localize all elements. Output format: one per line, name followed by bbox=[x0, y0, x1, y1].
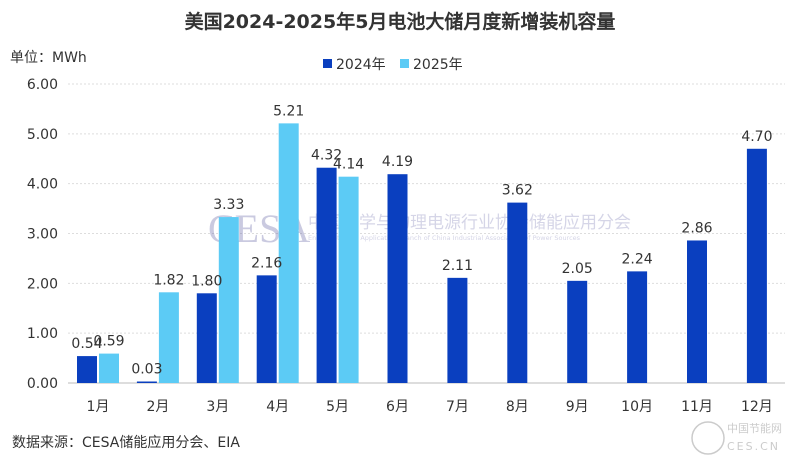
y-tick-label: 4.00 bbox=[27, 177, 58, 193]
data-label: 2.24 bbox=[622, 251, 653, 267]
legend-label: 2025年 bbox=[413, 57, 463, 73]
x-tick-labels: 1月 2月 3月 4月 5月 6月 7月 8月 9月 10月 11月 12月 bbox=[87, 399, 773, 415]
y-axis-unit: 单位：MWh bbox=[10, 50, 87, 66]
x-tick-label: 12月 bbox=[741, 399, 773, 415]
data-label: 1.80 bbox=[191, 273, 222, 289]
x-tick-label: 6月 bbox=[386, 399, 409, 415]
y-tick-label: 2.00 bbox=[27, 276, 58, 292]
bar-2024年-4月 bbox=[256, 275, 277, 383]
bar-2025年-5月 bbox=[338, 176, 359, 383]
data-label: 4.14 bbox=[333, 157, 364, 173]
x-tick-label: 8月 bbox=[506, 399, 529, 415]
corner-logo-en: CES.CN bbox=[727, 440, 780, 453]
data-label: 3.62 bbox=[502, 183, 533, 199]
bar-2025年-2月 bbox=[158, 292, 179, 383]
watermark-en: Energy Storage Application Branch of Chi… bbox=[308, 234, 581, 242]
legend-swatch bbox=[323, 59, 332, 68]
x-tick-label: 7月 bbox=[446, 399, 469, 415]
data-label: 0.03 bbox=[131, 362, 162, 378]
data-label: 0.59 bbox=[93, 334, 124, 350]
bar-2025年-1月 bbox=[99, 353, 119, 383]
data-labels: 0.540.59 0.03 1.82 1.80 3.33 2.16 5.21 4.324.14… bbox=[71, 103, 772, 377]
data-label: 1.82 bbox=[153, 272, 184, 288]
legend: 2024年 2025年 bbox=[323, 57, 463, 73]
data-label: 2.05 bbox=[562, 261, 593, 277]
data-label: 5.21 bbox=[273, 103, 304, 119]
y-tick-label: 5.00 bbox=[27, 127, 58, 143]
legend-label: 2024年 bbox=[336, 57, 386, 73]
data-label: 4.19 bbox=[382, 154, 413, 170]
x-tick-label: 4月 bbox=[266, 399, 289, 415]
chart-title: 美国2024-2025年5月电池大储月度新增装机容量 bbox=[185, 10, 616, 33]
data-label: 3.33 bbox=[213, 197, 244, 213]
gridlines bbox=[68, 83, 785, 384]
x-tick-label: 1月 bbox=[87, 399, 110, 415]
bar-2024年-6月 bbox=[387, 174, 408, 383]
bar-2024年-3月 bbox=[196, 293, 217, 383]
data-label: 2.11 bbox=[442, 258, 473, 274]
x-tick-label: 3月 bbox=[206, 399, 229, 415]
bar-2024年-11月 bbox=[687, 240, 707, 383]
bar-2024年-2月 bbox=[136, 381, 157, 383]
data-label: 4.32 bbox=[311, 148, 342, 164]
source-note: 数据来源：CESA储能应用分会、EIA bbox=[12, 434, 240, 451]
bar-2024年-1月 bbox=[77, 356, 97, 383]
bar-2024年-9月 bbox=[567, 280, 588, 383]
x-tick-label: 2月 bbox=[146, 399, 169, 415]
bar-2024年-5月 bbox=[316, 167, 337, 383]
y-tick-label: 1.00 bbox=[27, 326, 58, 342]
y-tick-labels: 0.00 1.00 2.00 3.00 4.00 5.00 6.00 bbox=[27, 77, 58, 392]
watermark: CESA 中国化学与物理电源行业协会储能应用分会 Energy Storage … bbox=[208, 206, 631, 251]
data-label: 0.54 bbox=[71, 336, 102, 352]
data-label: 2.16 bbox=[251, 255, 282, 271]
data-label: 4.70 bbox=[741, 129, 772, 145]
corner-logo: 中国节能网 CES.CN bbox=[691, 421, 782, 455]
bar-2024年-8月 bbox=[507, 202, 528, 383]
bar-2024年-12月 bbox=[746, 148, 767, 383]
bars bbox=[77, 123, 767, 383]
data-label: 2.86 bbox=[681, 220, 712, 236]
x-tick-label: 9月 bbox=[566, 399, 589, 415]
corner-logo-cn: 中国节能网 bbox=[727, 421, 782, 435]
bar-2024年-10月 bbox=[627, 271, 648, 383]
x-tick-label: 11月 bbox=[681, 399, 713, 415]
legend-swatch bbox=[400, 59, 409, 68]
y-tick-label: 6.00 bbox=[27, 77, 58, 93]
y-tick-label: 3.00 bbox=[27, 227, 58, 243]
bar-2025年-4月 bbox=[278, 123, 299, 383]
x-tick-label: 5月 bbox=[326, 399, 349, 415]
y-tick-label: 0.00 bbox=[27, 376, 58, 392]
bar-2024年-7月 bbox=[447, 277, 468, 383]
x-tick-label: 10月 bbox=[621, 399, 653, 415]
bar-2025年-3月 bbox=[218, 217, 239, 383]
